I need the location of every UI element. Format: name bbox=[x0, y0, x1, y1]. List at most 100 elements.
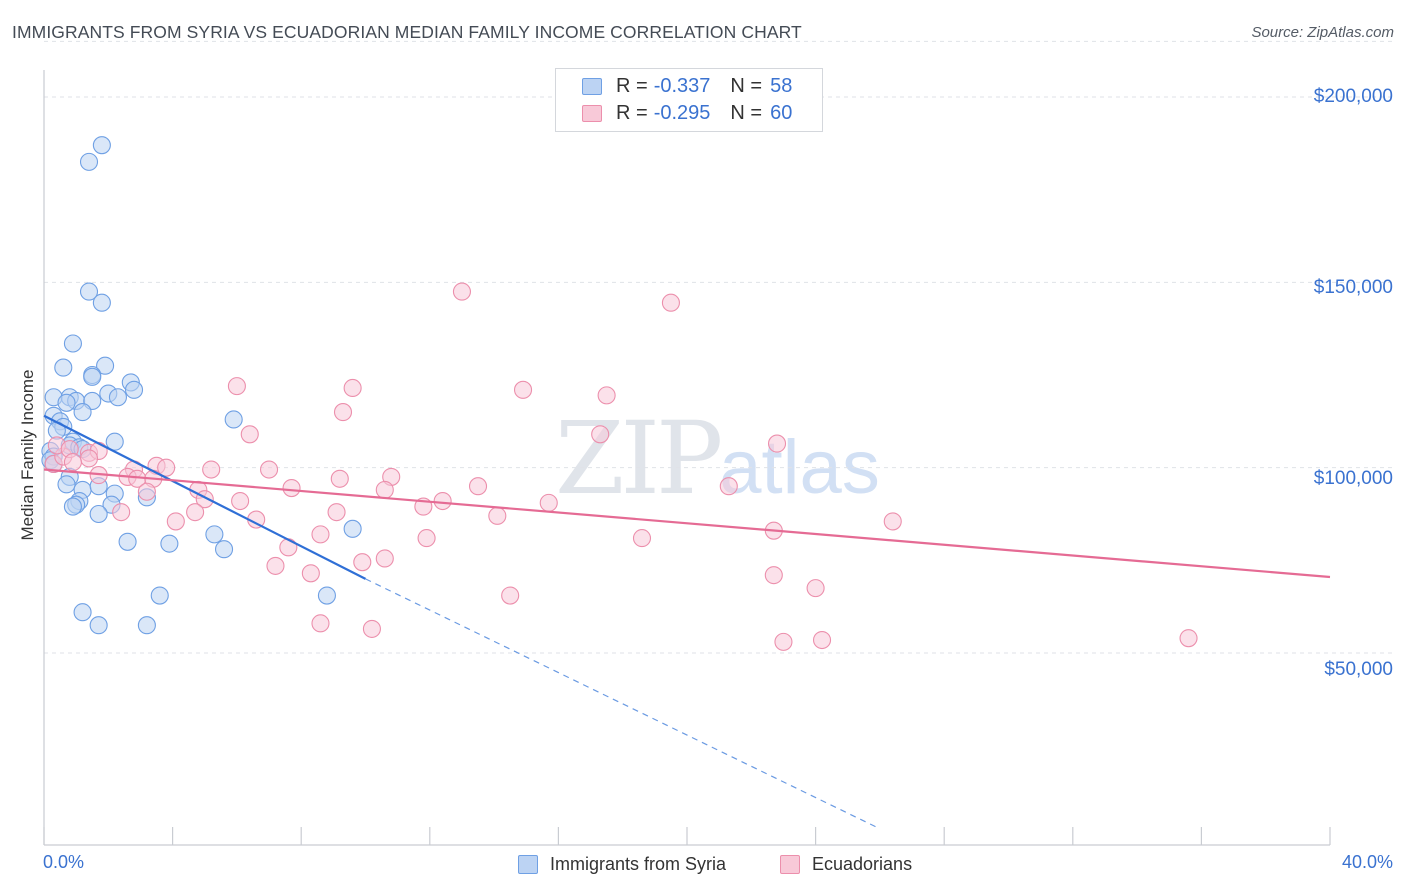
ecuadorian-point bbox=[597, 386, 616, 405]
syria-point bbox=[79, 152, 99, 171]
ecuadorian-point bbox=[806, 579, 825, 598]
ecuadorian-point bbox=[157, 458, 176, 477]
ecuadorian-point bbox=[112, 503, 131, 522]
legend-swatch-syria bbox=[582, 77, 602, 95]
y-tick-label: $200,000 bbox=[1313, 86, 1393, 107]
syria-point bbox=[89, 504, 108, 524]
legend-swatch-ecuadorians bbox=[582, 104, 602, 122]
ecuadorian-point bbox=[311, 614, 330, 633]
ecuadorian-point bbox=[501, 586, 520, 605]
bottom-legend-swatch-syria bbox=[518, 854, 538, 874]
syria-point bbox=[96, 356, 115, 375]
ecuadorian-point bbox=[240, 425, 259, 444]
syria-point bbox=[63, 334, 82, 353]
ecuadorian-point bbox=[227, 377, 246, 396]
ecuadorian-point bbox=[279, 538, 298, 557]
syria-point bbox=[124, 380, 144, 399]
ecuadorian-point bbox=[330, 469, 349, 488]
syria-point bbox=[57, 475, 76, 494]
syria-point bbox=[214, 540, 234, 559]
ecuadorian-point bbox=[375, 549, 394, 568]
ecuadorian-point bbox=[417, 529, 436, 548]
ecuadorian-point bbox=[63, 453, 82, 472]
syria-point bbox=[92, 136, 111, 155]
ecuadorian-point bbox=[1179, 629, 1198, 648]
syria-point bbox=[108, 388, 127, 407]
x-tick-max: 40.0% bbox=[1341, 852, 1393, 872]
ecuadorian-point bbox=[282, 479, 301, 498]
ecuadorian-point bbox=[513, 380, 533, 399]
syria-trendline-extension bbox=[365, 578, 877, 828]
legend-r-value: -0.295 bbox=[653, 101, 711, 124]
stats-legend: R = -0.337 N = 58 R = -0.295 N = 60 bbox=[555, 68, 823, 132]
syria-point bbox=[54, 358, 73, 377]
bottom-legend-syria: Immigrants from Syria bbox=[518, 852, 726, 876]
bottom-legend-ecuadorians: Ecuadorians bbox=[780, 852, 912, 876]
ecuadorian-point bbox=[719, 477, 738, 496]
ecuadorian-point bbox=[327, 503, 346, 522]
y-axis-label: Median Family Income bbox=[18, 369, 37, 541]
ecuadorian-point bbox=[301, 564, 320, 583]
ecuadorian-point bbox=[311, 525, 330, 544]
syria-point bbox=[118, 532, 137, 551]
syria-point bbox=[63, 497, 82, 516]
legend-row-syria: R = -0.337 N = 58 bbox=[582, 73, 792, 99]
syria-point bbox=[317, 586, 336, 605]
syria-point bbox=[83, 367, 102, 386]
legend-n-label: N = bbox=[730, 101, 763, 124]
ecuadorian-point bbox=[231, 491, 250, 511]
ecuadorian-point bbox=[661, 293, 680, 312]
ecuadorian-point bbox=[468, 477, 488, 496]
ecuadorian-point bbox=[488, 506, 507, 525]
x-tick-min: 0.0% bbox=[43, 852, 85, 872]
legend-r-label: R = bbox=[616, 74, 648, 97]
legend-r-label: R = bbox=[616, 101, 648, 124]
ecuadorian-point bbox=[266, 556, 285, 575]
ecuadorian-point bbox=[812, 630, 832, 650]
syria-point bbox=[73, 603, 92, 622]
ecuadorian-point bbox=[362, 619, 381, 638]
y-tick-label: $100,000 bbox=[1313, 468, 1393, 489]
ecuadorian-point bbox=[79, 449, 99, 468]
syria-point bbox=[160, 534, 179, 553]
legend-row-ecuadorians: R = -0.295 N = 60 bbox=[582, 100, 792, 126]
legend-n-value: 58 bbox=[770, 74, 793, 97]
ecuadorian-point bbox=[632, 529, 652, 548]
ecuadorian-point bbox=[137, 482, 156, 501]
ecuadorian-point bbox=[591, 425, 610, 444]
legend-r-value: -0.337 bbox=[653, 74, 711, 97]
bottom-legend-label-ecuadorians: Ecuadorians bbox=[812, 853, 913, 874]
legend-n-label: N = bbox=[730, 74, 763, 97]
ecuadorian-point bbox=[186, 503, 205, 522]
syria-point bbox=[205, 525, 224, 544]
chart-title: IMMIGRANTS FROM SYRIA VS ECUADORIAN MEDI… bbox=[12, 22, 802, 42]
ecuadorian-point bbox=[202, 460, 221, 479]
syria-point bbox=[92, 293, 111, 312]
source-credit: Source: ZipAtlas.com bbox=[1251, 24, 1394, 41]
bottom-legend-label-syria: Immigrants from Syria bbox=[550, 853, 727, 874]
syria-point bbox=[150, 586, 169, 605]
ecuadorian-point bbox=[539, 493, 558, 512]
syria-point bbox=[57, 393, 76, 412]
ecuadorian-point bbox=[452, 282, 472, 301]
syria-point bbox=[105, 432, 124, 451]
ecuadorian-trendline bbox=[43, 468, 1331, 579]
syria-point bbox=[224, 410, 243, 429]
y-tick-label: $50,000 bbox=[1324, 659, 1393, 680]
syria-point bbox=[79, 282, 99, 301]
y-tick-label: $150,000 bbox=[1313, 277, 1393, 298]
bottom-legend-swatch-ecuadorians bbox=[780, 854, 800, 874]
syria-point bbox=[73, 403, 92, 422]
syria-point bbox=[137, 616, 156, 635]
legend-n-value: 60 bbox=[770, 101, 793, 124]
ecuadorian-point bbox=[343, 378, 362, 398]
ecuadorian-point bbox=[259, 460, 279, 479]
syria-trendline bbox=[43, 414, 366, 580]
ecuadorian-point bbox=[166, 512, 185, 531]
syria-point bbox=[343, 519, 362, 538]
ecuadorian-point bbox=[764, 566, 783, 585]
ecuadorian-point bbox=[883, 512, 902, 531]
ecuadorian-point bbox=[353, 553, 372, 572]
ecuadorian-point bbox=[774, 632, 793, 651]
